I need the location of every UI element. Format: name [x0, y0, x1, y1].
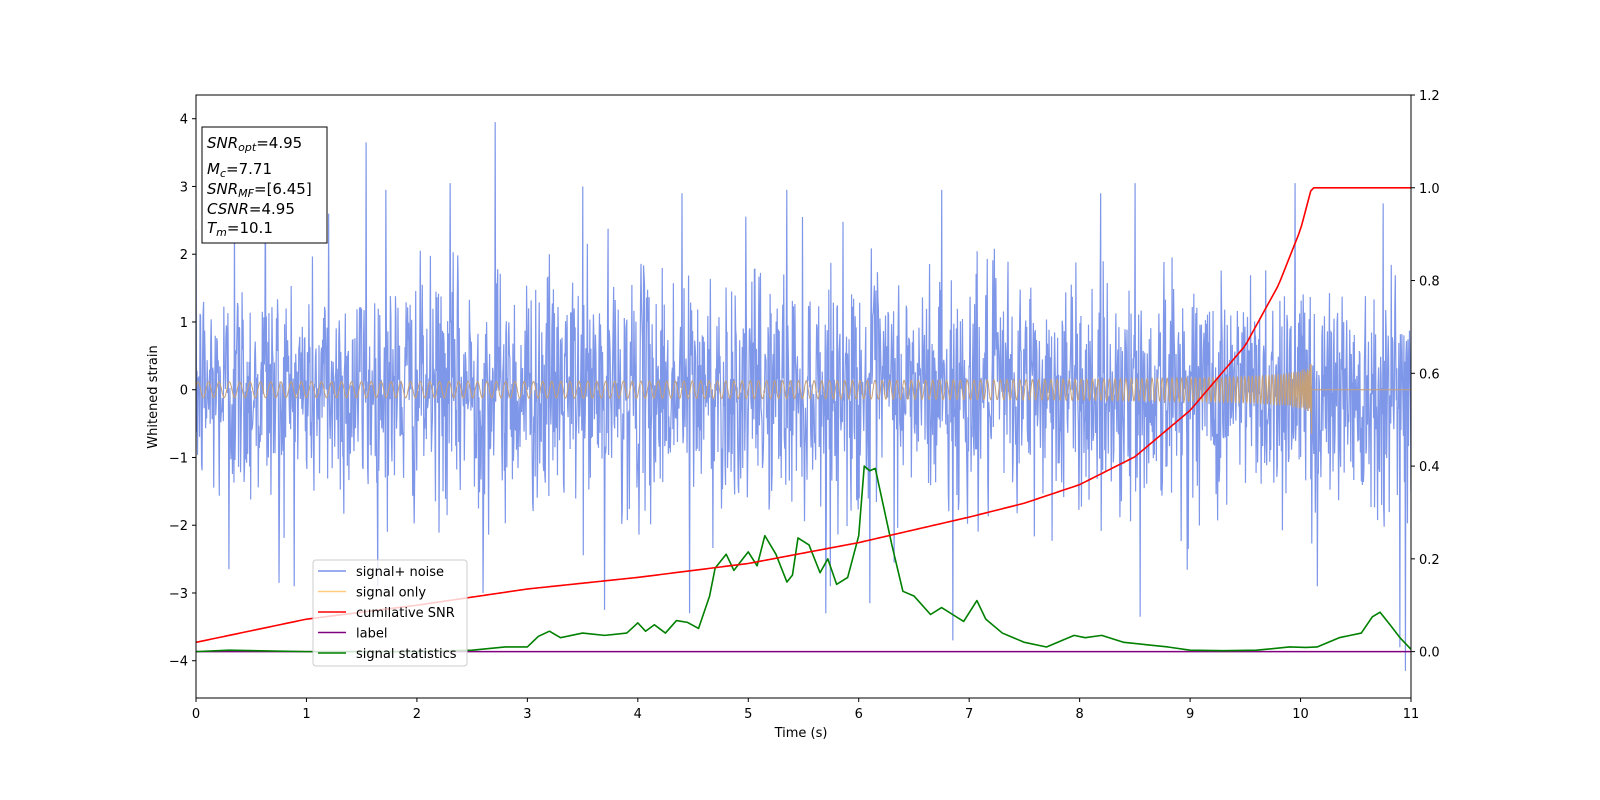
x-tick-label: 10: [1292, 707, 1309, 722]
y-left-tick-label: −1: [169, 451, 188, 466]
x-tick-label: 1: [302, 707, 310, 722]
legend-label: signal statistics: [356, 647, 457, 662]
y-right-tick-label: 0.6: [1419, 367, 1440, 382]
info-tm: Tm=10.1: [207, 219, 273, 239]
signal-statistics-line: [196, 465, 1411, 653]
y-left-tick-label: 4: [180, 113, 188, 128]
x-tick-label: 4: [634, 707, 642, 722]
x-tick-label: 0: [192, 707, 200, 722]
y-axis-label: Whitened strain: [146, 345, 161, 448]
info-snr-opt: SNRopt=4.95: [207, 134, 302, 154]
y-left-tick-label: 1: [180, 316, 188, 331]
legend-label: signal only: [356, 586, 426, 601]
y-left-tick-label: 2: [180, 248, 188, 263]
y-right-tick-label: 1.2: [1419, 89, 1440, 104]
x-tick-label: 3: [523, 707, 531, 722]
legend-label: label: [356, 627, 387, 642]
signal-noise-line: [196, 122, 1411, 671]
y-left-tick-label: −3: [169, 587, 188, 602]
x-tick-label: 11: [1403, 707, 1420, 722]
x-tick-label: 2: [413, 707, 421, 722]
signal-only-series: [196, 364, 1411, 434]
x-axis-label: Time (s): [774, 726, 828, 741]
y-left-tick-label: 3: [180, 180, 188, 195]
x-tick-label: 5: [744, 707, 752, 722]
y-left-tick-label: 0: [180, 384, 188, 399]
info-box-frame: [201, 126, 328, 244]
legend: signal+ noise signal only cumilative SNR la…: [312, 559, 468, 667]
x-tick-label: 9: [1186, 707, 1194, 722]
y-left-tick-label: −4: [169, 655, 188, 670]
info-csnr: CSNR=4.95: [207, 200, 295, 218]
info-box: SNRopt=4.95 Mc=7.71 SNRMF=[6.45] CSNR=4.…: [201, 126, 328, 244]
signal-noise-series: [196, 122, 1411, 671]
y-right-tick-label: 0.8: [1419, 275, 1440, 290]
left-y-axis: 4 3 2 1 0 −1 −2 −3 −4: [169, 113, 196, 670]
x-axis: 0 1 2 3 4 5 6 7 8 9 10 11: [192, 698, 1419, 722]
right-y-axis: 1.2 1.0 0.8 0.6 0.4 0.2 0.0: [1411, 89, 1440, 661]
info-mc: Mc=7.71: [207, 160, 272, 180]
x-tick-label: 8: [1075, 707, 1083, 722]
legend-label: cumilative SNR: [356, 606, 455, 621]
x-tick-label: 7: [965, 707, 973, 722]
y-right-tick-label: 0.0: [1419, 646, 1440, 661]
plot-frame: [195, 94, 1412, 699]
info-snr-mf: SNRMF=[6.45]: [207, 180, 312, 200]
y-left-tick-label: −2: [169, 519, 188, 534]
y-right-tick-label: 0.4: [1419, 460, 1440, 475]
legend-label: signal+ noise: [356, 565, 444, 580]
x-tick-label: 6: [855, 707, 863, 722]
y-right-tick-label: 1.0: [1419, 182, 1440, 197]
legend-frame: [312, 559, 468, 667]
y-right-tick-label: 0.2: [1419, 553, 1440, 568]
signal-only-line: [196, 364, 1411, 434]
